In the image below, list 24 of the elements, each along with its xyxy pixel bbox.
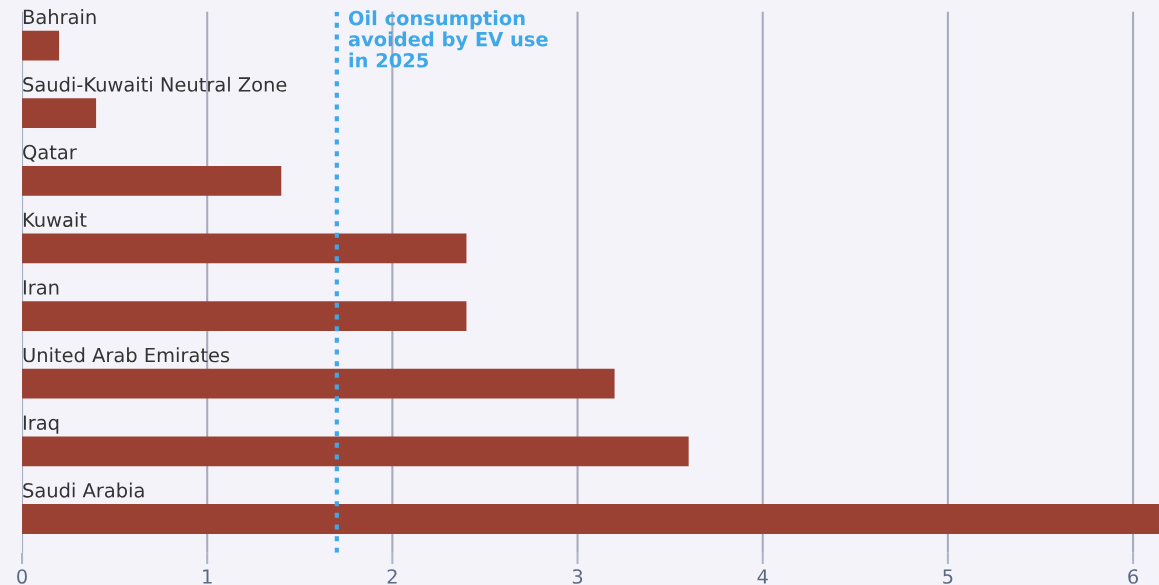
x-tick-label: 5 bbox=[943, 569, 953, 584]
y-tick-label: Saudi Arabia bbox=[23, 482, 144, 498]
bar bbox=[22, 368, 615, 399]
bar bbox=[22, 436, 689, 467]
bar bbox=[22, 165, 282, 196]
x-tick-label: 4 bbox=[757, 569, 768, 584]
bar bbox=[22, 504, 1159, 534]
bar bbox=[22, 30, 60, 61]
y-tick-label: United Arab Emirates bbox=[23, 347, 230, 363]
x-tick-label: 0 bbox=[17, 569, 27, 584]
bar bbox=[22, 98, 97, 129]
y-tick-label: Iraq bbox=[23, 415, 59, 434]
x-tick-label: 3 bbox=[572, 569, 583, 584]
x-tick-label: 6 bbox=[1128, 569, 1139, 584]
y-tick-label: Bahrain bbox=[23, 9, 96, 25]
x-tick-label: 1 bbox=[203, 569, 212, 584]
ref-line-label: Oil consumption avoided by EV use in 2025 bbox=[348, 10, 548, 68]
y-tick-label: Iran bbox=[23, 280, 59, 295]
bar bbox=[22, 233, 467, 264]
x-tick-label: 2 bbox=[387, 569, 397, 584]
y-tick-label: Kuwait bbox=[23, 212, 87, 228]
y-tick-label: Qatar bbox=[23, 144, 77, 162]
bar bbox=[22, 301, 467, 331]
y-tick-label: Saudi-Kuwaiti Neutral Zone bbox=[23, 76, 287, 92]
